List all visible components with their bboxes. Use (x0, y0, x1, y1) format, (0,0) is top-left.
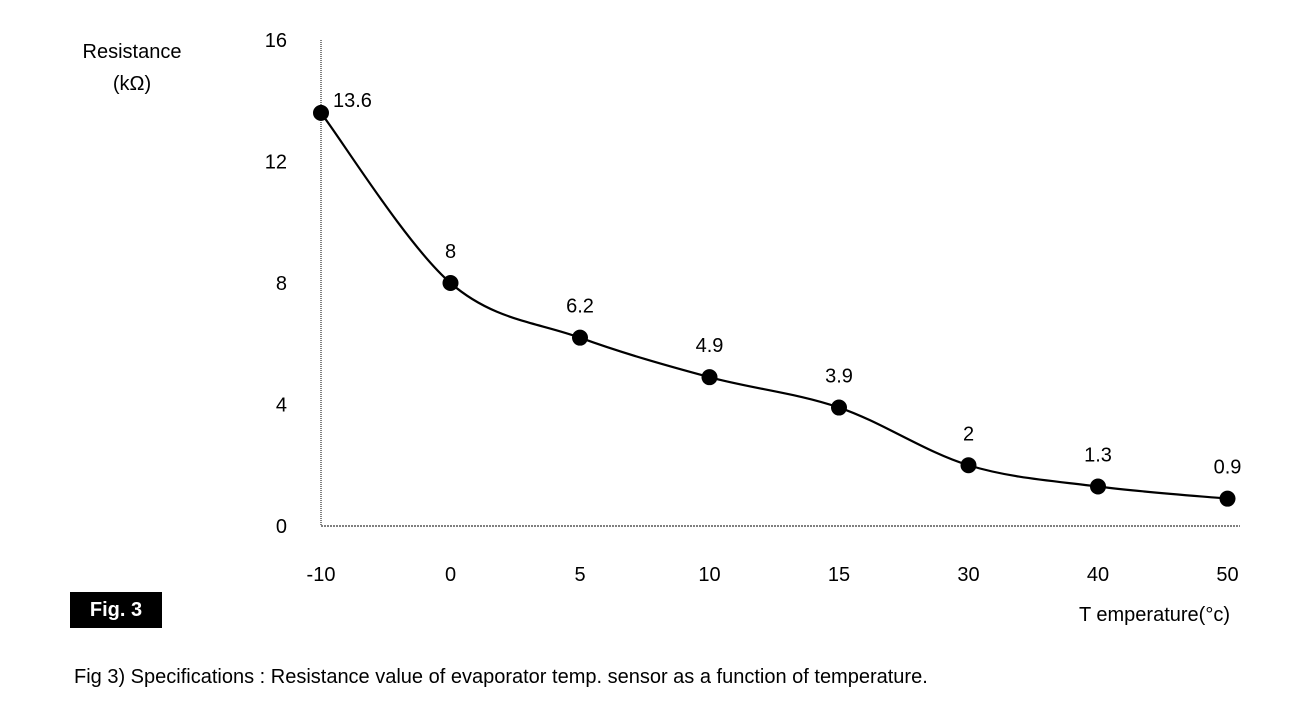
y-tick-label: 8 (276, 273, 287, 295)
x-tick-label: 30 (957, 564, 979, 586)
data-point (960, 457, 977, 474)
data-points (313, 104, 1236, 507)
data-label: 1.3 (1084, 445, 1112, 467)
y-axis-label-line-2: (kΩ) (112, 73, 152, 95)
data-label: 8 (445, 241, 456, 263)
x-tick-label: 0 (445, 564, 456, 586)
data-label: 3.9 (825, 366, 853, 388)
data-point (1219, 490, 1236, 507)
data-label: 2 (963, 423, 974, 445)
x-tick-label: 10 (698, 564, 720, 586)
data-labels: 13.6 8 6.2 4.9 3.9 2 1.3 0.9 (333, 90, 1241, 479)
y-tick-label: 16 (265, 30, 287, 52)
x-tick-label: 40 (1087, 564, 1109, 586)
y-axis-label-line-1: Resistance (82, 41, 182, 63)
data-point (572, 329, 588, 346)
data-point (1090, 478, 1106, 495)
x-tick-label: 5 (574, 564, 585, 586)
data-label: 0.9 (1214, 457, 1242, 479)
figure-badge: Fig. 3 (70, 592, 162, 628)
data-point (701, 369, 718, 386)
y-tick-label: 12 (265, 152, 287, 174)
x-tick-label: 15 (828, 564, 850, 586)
y-axis-label: Resistance (kΩ) (62, 36, 202, 100)
x-tick-labels: -10 0 5 10 15 30 40 50 (307, 564, 1239, 586)
y-tick-labels: 0 4 8 12 16 (265, 30, 287, 538)
data-label: 4.9 (696, 335, 724, 357)
x-axis-label: T emperature(°c) (1078, 604, 1230, 626)
x-tick-label: -10 (307, 564, 336, 586)
figure-caption: Fig 3) Specifications : Resistance value… (74, 666, 928, 688)
y-tick-label: 0 (276, 516, 287, 538)
y-tick-label: 4 (276, 395, 287, 417)
data-label: 13.6 (333, 90, 372, 112)
x-tick-label: 50 (1216, 564, 1238, 586)
data-label: 6.2 (566, 296, 594, 318)
data-point (313, 104, 329, 121)
data-point (831, 399, 847, 416)
data-point (442, 275, 459, 291)
series-line (320, 112, 1228, 500)
